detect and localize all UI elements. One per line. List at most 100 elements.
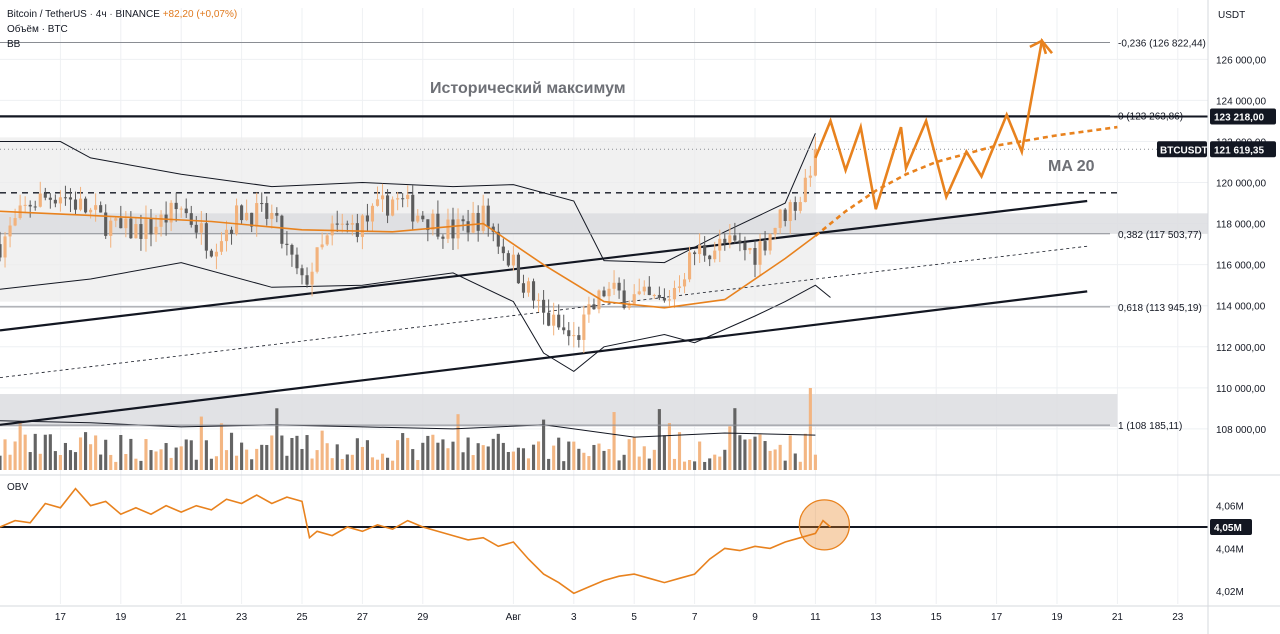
volume-bar — [718, 456, 722, 470]
x-tick-label: 29 — [417, 612, 429, 623]
volume-bar — [753, 436, 757, 470]
volume-bar — [3, 439, 7, 470]
candle-body — [728, 235, 732, 243]
candle-body — [114, 218, 118, 221]
volume-bar — [672, 458, 677, 470]
projected-price-path — [814, 37, 1054, 210]
candle-body — [335, 223, 339, 225]
volume-bar — [235, 455, 239, 470]
volume-bar — [330, 458, 334, 470]
price-change: +82,20 (+0,07%) — [162, 9, 238, 20]
x-tick-label: 5 — [631, 612, 637, 623]
candle-body — [380, 195, 385, 200]
candle-body — [144, 218, 148, 239]
bb-upper-line — [0, 133, 816, 264]
candle-body — [63, 197, 67, 199]
candle-body — [582, 314, 586, 340]
candle-body — [149, 218, 153, 235]
candle-body — [552, 314, 556, 326]
obv-level-tag-bg — [1210, 519, 1252, 536]
volume-bar — [214, 456, 218, 470]
volume-bar — [738, 435, 742, 470]
volume-bar — [124, 454, 128, 470]
candle-body — [632, 294, 636, 304]
candle-body — [637, 291, 641, 295]
candle-body — [672, 287, 677, 300]
chart-labels: -0,236 (126 822,44) 0 (123 263,86) 0,382 (… — [430, 38, 1276, 432]
candle-body — [793, 202, 797, 211]
volume-bar — [793, 453, 797, 470]
volume-bar — [708, 458, 712, 470]
x-tick-label: 23 — [236, 612, 248, 623]
candle-body — [255, 203, 259, 227]
currency-label[interactable]: USDT — [1218, 10, 1246, 21]
last-price-tag: 121 619,35 — [1214, 145, 1264, 156]
candle-body — [718, 238, 722, 251]
candle-body — [622, 290, 626, 309]
volume-bar — [768, 450, 772, 470]
volume-bar — [537, 441, 541, 470]
candle-body — [245, 212, 249, 221]
volume-bar — [179, 446, 183, 470]
volume-bar — [58, 455, 62, 470]
volume-bar — [421, 442, 425, 470]
volume-bar — [526, 458, 531, 470]
candle-body — [803, 177, 807, 203]
volume-bar — [360, 446, 364, 470]
candle-body — [798, 202, 802, 211]
interval-label[interactable]: 4ч — [95, 9, 107, 20]
projected-ma-line — [814, 125, 1118, 237]
volume-bar — [340, 458, 344, 470]
legend-symbol-row[interactable]: Bitcoin / TetherUS · 4ч · BINANCE +82,20… — [7, 9, 237, 20]
candle-body — [94, 205, 98, 210]
fib-level-label: 1 (108 185,11) — [1118, 421, 1182, 432]
volume-bar — [542, 419, 546, 470]
candle-body — [557, 314, 561, 328]
volume-bar — [572, 441, 576, 470]
volume-bar — [486, 446, 490, 470]
candle-body — [28, 204, 32, 207]
volume-bar — [94, 435, 98, 470]
volume-bar — [763, 441, 767, 470]
candle-body — [174, 202, 178, 210]
volume-bar — [280, 435, 284, 470]
candle-body — [214, 251, 218, 257]
legend-sep: · — [109, 9, 113, 20]
volume-bar — [426, 435, 430, 470]
bollinger-bands — [0, 133, 831, 373]
volume-bar — [788, 435, 792, 470]
symbol-name[interactable]: Bitcoin / TetherUS — [7, 9, 87, 20]
candle-body — [204, 223, 208, 251]
volume-bar — [174, 447, 178, 470]
legend-obv[interactable]: OBV — [7, 482, 29, 493]
candle-body — [8, 225, 12, 237]
volume-bar — [78, 437, 83, 470]
ma20-label: MA 20 — [1048, 158, 1095, 175]
obv-y-tick-label: 4,06M — [1216, 502, 1244, 513]
volume-bar — [577, 448, 581, 470]
candle-body — [184, 208, 188, 214]
candle-body — [461, 219, 465, 222]
volume-bar — [441, 439, 445, 470]
candle-body — [446, 219, 450, 239]
candle-body — [466, 221, 470, 233]
y-tick-label: 118 000,00 — [1216, 220, 1266, 231]
volume-bar — [411, 449, 415, 470]
candle-body — [506, 253, 510, 266]
volume-bar — [194, 459, 198, 470]
candle-body — [511, 254, 515, 266]
legend-bb[interactable]: BB — [7, 39, 21, 50]
x-tick-label: 23 — [1172, 612, 1184, 623]
volume-bar — [521, 448, 526, 470]
volume-bar — [89, 444, 93, 470]
candle-body — [275, 213, 279, 216]
candle-body — [587, 304, 591, 315]
candle-body — [315, 247, 319, 272]
candle-body — [3, 236, 7, 258]
candle-body — [396, 198, 400, 200]
candle-body — [84, 198, 88, 213]
candle-body — [567, 330, 571, 337]
obv-panel: 4,05M — [0, 487, 1252, 595]
legend-volume[interactable]: Объём · BTC — [7, 24, 68, 35]
